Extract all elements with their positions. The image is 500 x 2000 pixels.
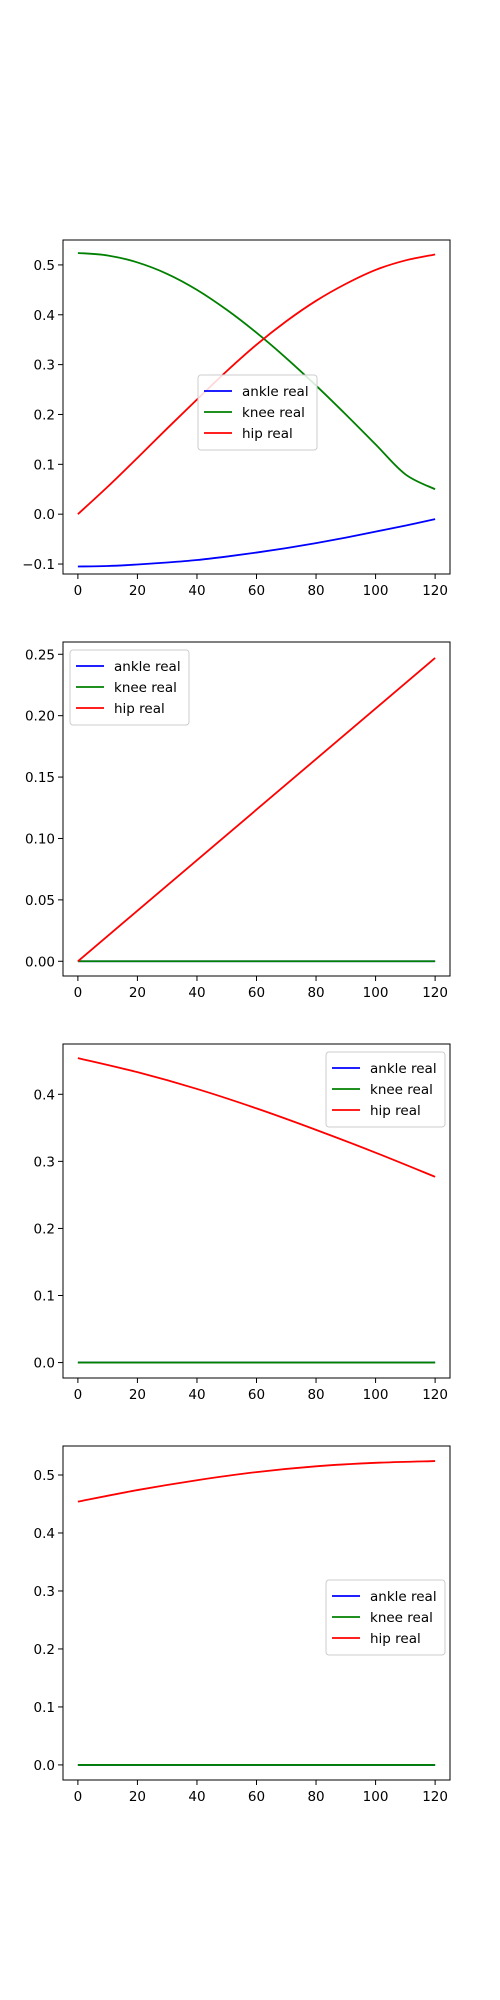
chart-4: 0 20 40 60 80 100 120 0.0 0.1 0.2 0.3 0.4 0.5 ankle r… bbox=[34, 1445, 451, 1805]
y-tick-label: 0.4 bbox=[34, 1087, 55, 1103]
x-tick-label: 0 bbox=[74, 1387, 83, 1403]
x-tick-label: 120 bbox=[422, 985, 448, 1001]
x-tick-label: 100 bbox=[363, 583, 389, 599]
x-tick-label: 120 bbox=[422, 1387, 448, 1403]
x-tick-label: 80 bbox=[307, 583, 324, 599]
legend-label: hip real bbox=[242, 426, 293, 442]
y-tick-label: 0.10 bbox=[25, 831, 55, 847]
legend-box bbox=[69, 649, 190, 726]
legend-label: ankle real bbox=[370, 1589, 437, 1605]
series-line-hip-real bbox=[77, 1460, 436, 1503]
legend-box bbox=[197, 374, 318, 451]
series-line-knee-real bbox=[77, 252, 436, 491]
legend-label: hip real bbox=[370, 1103, 421, 1119]
legend-box bbox=[325, 1051, 446, 1128]
x-tick-label: 0 bbox=[74, 1789, 83, 1805]
x-tick-label: 120 bbox=[422, 1789, 448, 1805]
x-tick-label: 20 bbox=[129, 1387, 146, 1403]
y-tick-label: 0.0 bbox=[34, 507, 55, 523]
x-tick-label: 60 bbox=[248, 1789, 265, 1805]
y-tick-label: 0.15 bbox=[25, 770, 55, 786]
chart-3: 0 20 40 60 80 100 120 0.0 0.1 0.2 0.3 0.4 ankle real… bbox=[34, 1043, 451, 1403]
y-tick-label: 0.1 bbox=[34, 1700, 55, 1716]
y-tick-label: 0.3 bbox=[34, 358, 55, 374]
y-tick-label: 0.1 bbox=[34, 1289, 55, 1305]
chart-2: 0 20 40 60 80 100 120 0.00 0.05 0.10 0.15 0.20 0.25 a… bbox=[25, 641, 451, 1001]
legend-label: ankle real bbox=[242, 384, 309, 400]
legend-label: knee real bbox=[114, 680, 177, 696]
y-tick-label: 0.0 bbox=[34, 1758, 55, 1774]
x-tick-label: 40 bbox=[188, 1387, 205, 1403]
x-tick-label: 0 bbox=[74, 583, 83, 599]
x-tick-label: 20 bbox=[129, 583, 146, 599]
series-line-hip-real bbox=[77, 657, 436, 962]
y-tick-label: 0.4 bbox=[34, 1526, 55, 1542]
x-tick-label: 0 bbox=[74, 985, 83, 1001]
legend-label: knee real bbox=[370, 1082, 433, 1098]
legend: ankle real knee real hip real bbox=[197, 374, 318, 451]
y-tick-label: 0.25 bbox=[25, 647, 55, 663]
x-tick-label: 80 bbox=[307, 985, 324, 1001]
x-tick-label: 80 bbox=[307, 1387, 324, 1403]
x-tick-label: 20 bbox=[129, 985, 146, 1001]
legend-box bbox=[325, 1579, 446, 1656]
legend-label: ankle real bbox=[370, 1061, 437, 1077]
x-tick-label: 100 bbox=[363, 1789, 389, 1805]
legend-label: hip real bbox=[370, 1631, 421, 1647]
legend-label: ankle real bbox=[114, 659, 181, 675]
y-tick-label: 0.2 bbox=[34, 407, 55, 423]
y-tick-label: 0.3 bbox=[34, 1154, 55, 1170]
y-tick-label: 0.2 bbox=[34, 1221, 55, 1237]
y-tick-label: 0.4 bbox=[34, 308, 55, 324]
x-tick-label: 60 bbox=[248, 1387, 265, 1403]
x-tick-label: 20 bbox=[129, 1789, 146, 1805]
x-tick-label: 40 bbox=[188, 985, 205, 1001]
y-tick-label: 0.3 bbox=[34, 1584, 55, 1600]
y-tick-label: −0.1 bbox=[22, 557, 55, 573]
x-tick-label: 60 bbox=[248, 583, 265, 599]
y-tick-label: 0.2 bbox=[34, 1642, 55, 1658]
y-tick-label: 0.05 bbox=[25, 893, 55, 909]
y-tick-label: 0.5 bbox=[34, 258, 55, 274]
legend-label: knee real bbox=[370, 1610, 433, 1626]
x-tick-label: 80 bbox=[307, 1789, 324, 1805]
legend: ankle real knee real hip real bbox=[325, 1051, 446, 1128]
series-line-ankle-real bbox=[77, 518, 436, 568]
series-line-hip-real bbox=[77, 253, 436, 515]
y-tick-label: 0.1 bbox=[34, 457, 55, 473]
legend: ankle real knee real hip real bbox=[69, 649, 190, 726]
y-tick-label: 0.0 bbox=[34, 1356, 55, 1372]
legend-label: hip real bbox=[114, 701, 165, 717]
x-tick-label: 120 bbox=[422, 583, 448, 599]
x-tick-label: 100 bbox=[363, 985, 389, 1001]
legend: ankle real knee real hip real bbox=[325, 1579, 446, 1656]
y-tick-label: 0.00 bbox=[25, 954, 55, 970]
y-tick-label: 0.20 bbox=[25, 709, 55, 725]
x-tick-label: 100 bbox=[363, 1387, 389, 1403]
chart-1: 0 20 40 60 80 100 120 −0.1 0.0 0.1 0.2 0.3 0.4 0.5 ank… bbox=[22, 239, 451, 599]
x-tick-label: 40 bbox=[188, 583, 205, 599]
y-tick-label: 0.5 bbox=[34, 1468, 55, 1484]
legend-label: knee real bbox=[242, 405, 305, 421]
x-tick-label: 40 bbox=[188, 1789, 205, 1805]
x-tick-label: 60 bbox=[248, 985, 265, 1001]
series-line-hip-real bbox=[77, 1057, 436, 1178]
